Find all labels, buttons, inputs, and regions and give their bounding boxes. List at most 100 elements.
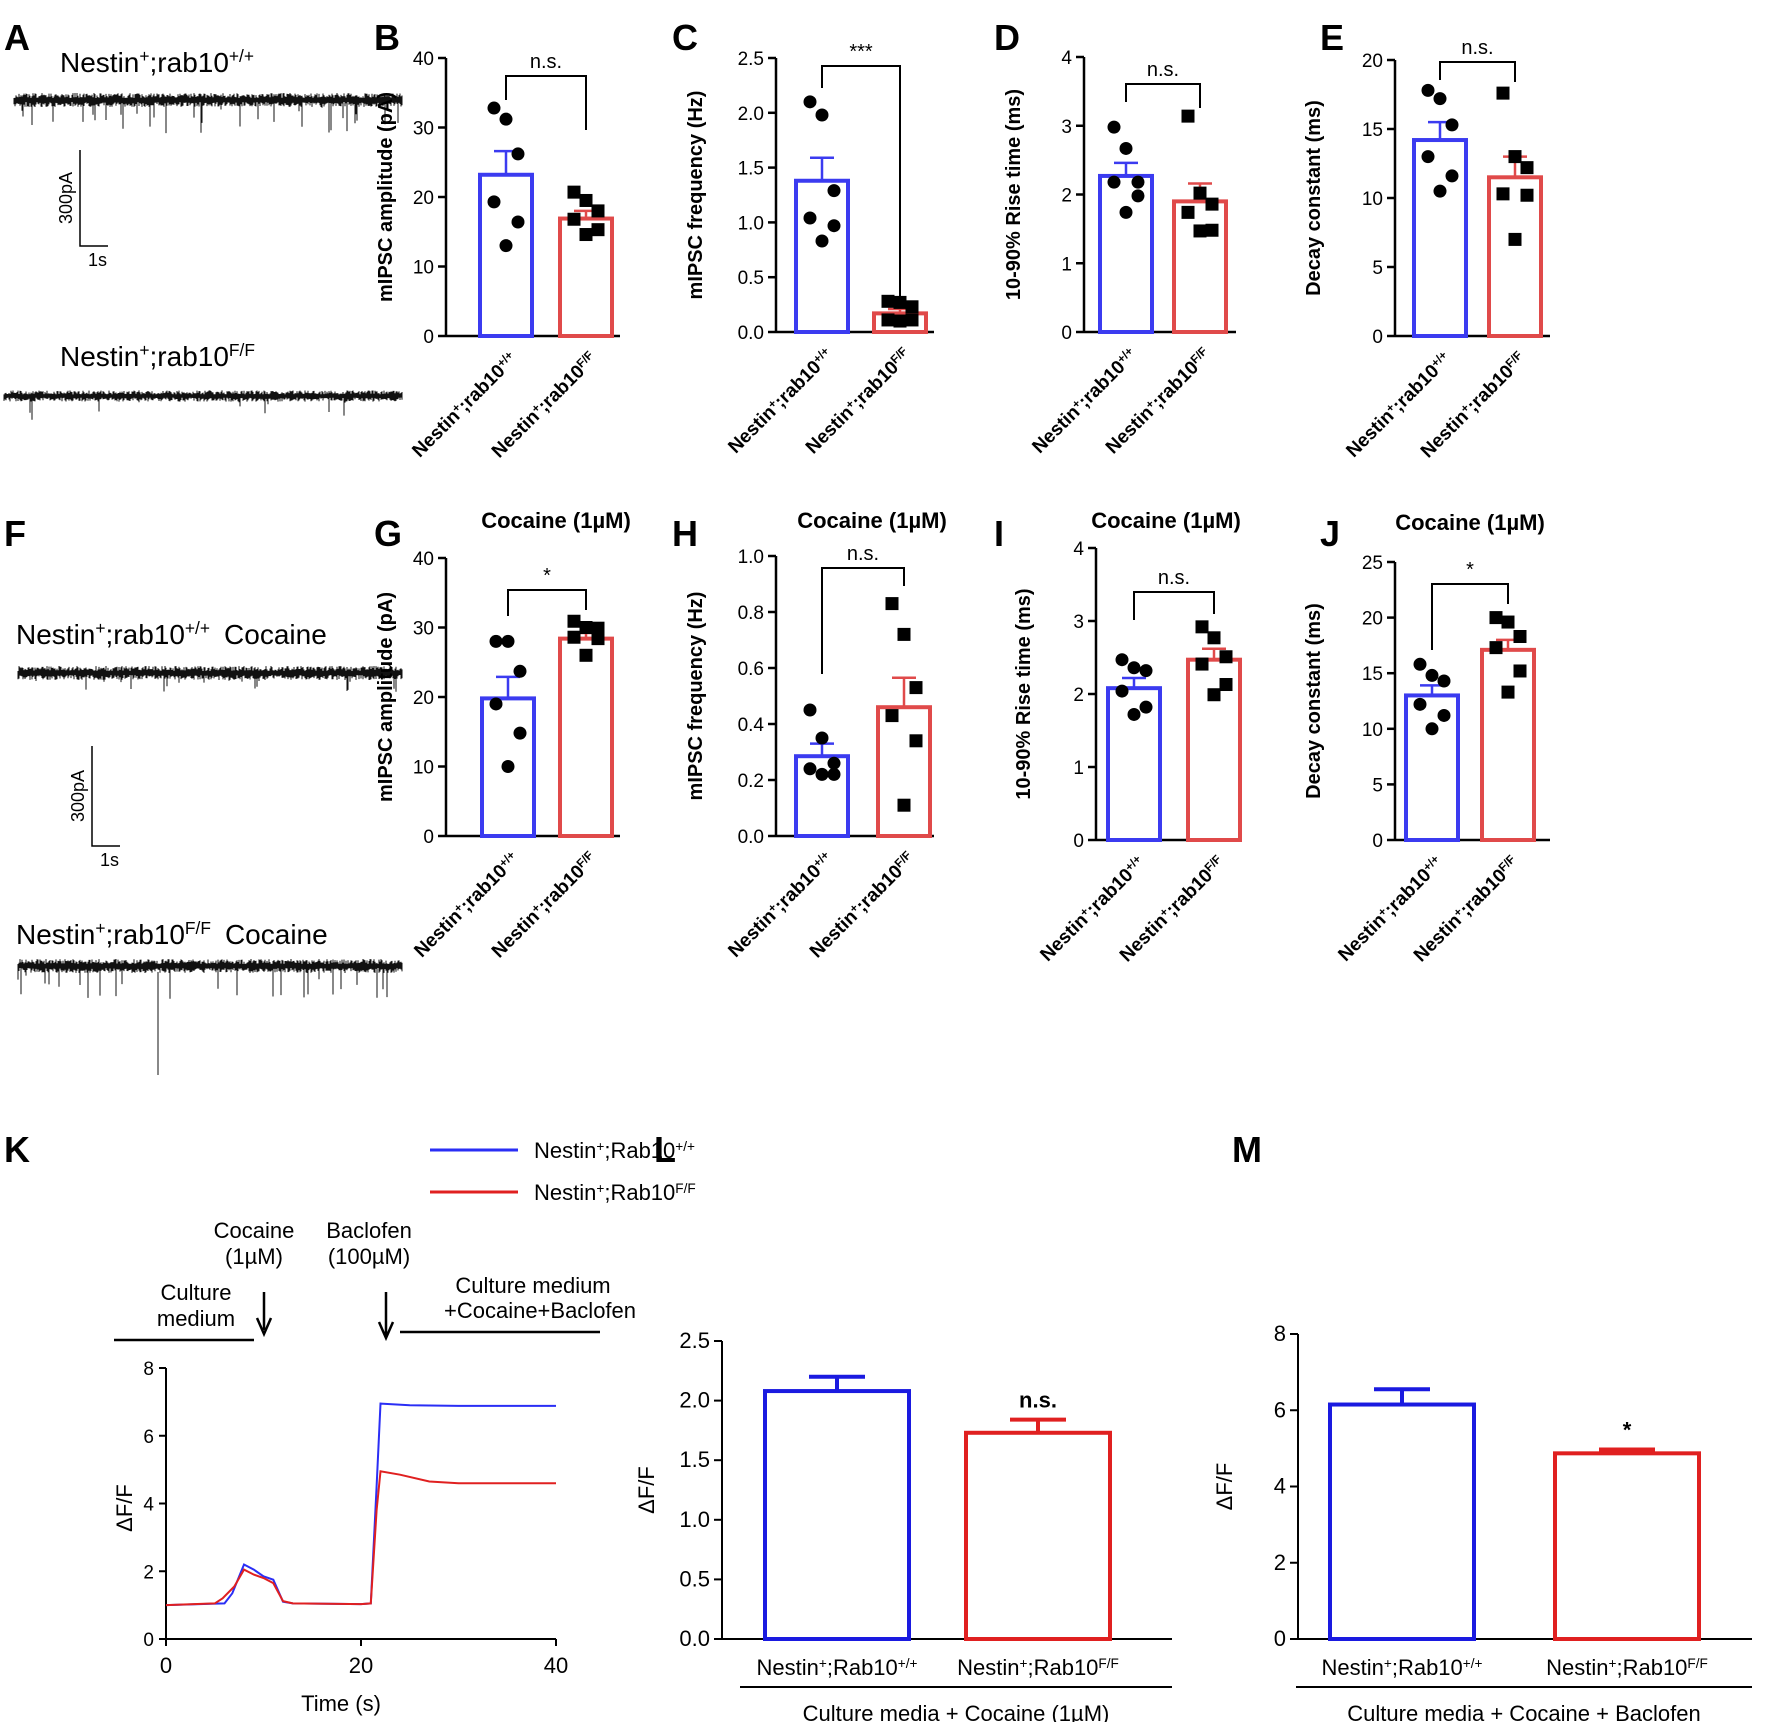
superscript: + (95, 618, 105, 638)
bar-group (558, 614, 614, 838)
y-tick-label: 0.5 (738, 268, 764, 289)
cocaine-arrow (255, 1292, 273, 1338)
annot-cocaine: Cocaine (214, 1218, 295, 1243)
data-point (591, 621, 605, 635)
significance-label: n.s. (1158, 567, 1190, 589)
y-tick-label: 2 (1073, 685, 1084, 706)
f-scale-x: 1s (100, 850, 119, 870)
superscript: +/+ (898, 1656, 918, 1671)
data-point (1219, 678, 1233, 692)
bar-group (1404, 657, 1460, 842)
label-part: Nestin (1036, 910, 1092, 966)
y-axis-label: ΔF/F (634, 1466, 659, 1514)
f-scale-bar (91, 746, 120, 847)
data-point (1489, 611, 1503, 625)
y-tick-label: 30 (413, 119, 434, 140)
bar-group (876, 597, 932, 839)
line-series-ko (165, 1470, 556, 1607)
data-point (897, 798, 911, 812)
bar-wt (763, 1389, 911, 1641)
y-axis-label: ΔF/F (1212, 1463, 1237, 1511)
y-tick-label: 2.0 (738, 104, 764, 125)
annot-culture: Culture (161, 1280, 232, 1305)
chart-i: 0 1 2 3 4 10-90% Rise time (ms) Cocaine (1µM) n… (1013, 508, 1242, 966)
data-point (897, 627, 911, 641)
data-point (579, 621, 593, 634)
chart-title: Cocaine (1µM) (1395, 510, 1545, 535)
data-point (1496, 86, 1510, 100)
y-tick-label: 0 (1372, 831, 1383, 852)
data-point (1437, 708, 1451, 722)
data-point (1115, 684, 1129, 698)
y-tick-label: 2.5 (679, 1328, 710, 1353)
trace-f-top (17, 666, 403, 692)
data-point (579, 193, 593, 207)
y-tick-label: 0 (1061, 323, 1072, 344)
label-part: Nestin (16, 619, 95, 650)
y-tick-label: 2 (143, 1562, 154, 1583)
panel-label-a: A (4, 17, 30, 58)
superscript: F/F (1098, 1656, 1118, 1671)
trace-label-a-bottom: Nestin+;rab10F/F (60, 340, 255, 372)
label-part: ;Rab10 (827, 1655, 898, 1680)
y-tick-label: 40 (413, 549, 434, 570)
data-point (489, 634, 503, 648)
y-tick-label: 1 (1073, 758, 1084, 779)
chart-title: Cocaine (1µM) (1091, 508, 1241, 533)
y-axis-label: 10-90% Rise time (ms) (1013, 588, 1035, 799)
y-axis-label: ΔF/F (112, 1484, 137, 1532)
superscript: +/+ (1463, 1656, 1483, 1671)
significance-bracket (1431, 583, 1509, 650)
data-point (1425, 668, 1439, 682)
data-point (905, 300, 919, 314)
y-tick-label: 10 (413, 758, 434, 779)
label-part: Nestin (534, 1138, 596, 1163)
label-part: Nestin (488, 406, 544, 462)
label-part: ;rab10 (534, 361, 589, 416)
panel-label-g: G (374, 513, 402, 554)
data-point (567, 212, 581, 226)
data-point (1413, 657, 1427, 671)
data-point (803, 211, 817, 225)
significance-label: * (1623, 1418, 1632, 1443)
y-tick-label: 0.4 (738, 715, 765, 736)
trace-label-f-top: Nestin+;rab10+/+ Cocaine (16, 618, 327, 650)
y-tick-label: 6 (143, 1427, 154, 1448)
bar-group (872, 294, 928, 335)
label-part: ;rab10 (1162, 865, 1217, 920)
data-point (1437, 674, 1451, 688)
y-tick-label: 1.0 (738, 547, 764, 568)
label-part: ;rab10 (106, 619, 185, 650)
superscript: + (1384, 1656, 1392, 1671)
data-point (815, 108, 829, 122)
label-part: Nestin (806, 906, 862, 962)
data-point (489, 697, 503, 711)
label-part: ;rab10 (770, 861, 825, 916)
y-tick-label: 0.2 (738, 771, 764, 792)
data-point (579, 228, 593, 242)
data-point (1107, 175, 1121, 189)
data-point (885, 597, 899, 611)
label-part: ;rab10 (1380, 865, 1435, 920)
y-tick-label: 40 (413, 49, 434, 70)
data-point (1207, 631, 1221, 645)
data-point (1421, 150, 1435, 164)
panel-label-j: J (1320, 513, 1340, 554)
y-tick-label: 20 (413, 188, 434, 209)
label-part: Nestin (1334, 910, 1390, 966)
label-part: ;rab10 (1074, 357, 1129, 412)
x-tick-label: 40 (544, 1653, 568, 1678)
bar-ko (876, 705, 932, 839)
data-point (591, 223, 605, 237)
y-tick-label: 1.5 (679, 1447, 710, 1472)
data-point (881, 294, 895, 308)
significance-bracket (1439, 61, 1516, 82)
data-point (501, 760, 515, 773)
annot-mixture-1: Culture medium (455, 1273, 610, 1298)
superscript: F/F (1687, 1656, 1707, 1671)
bar-wt (478, 172, 534, 338)
panel-label-b: B (374, 17, 400, 58)
annot-baclofen: Baclofen (326, 1218, 412, 1243)
chart-title: Cocaine (1µM) (481, 508, 631, 533)
data-point (1520, 188, 1534, 202)
